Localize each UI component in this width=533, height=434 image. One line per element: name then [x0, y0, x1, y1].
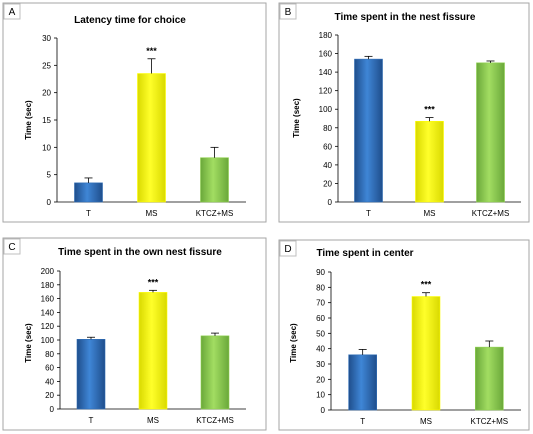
panel-d-bar-t [348, 354, 377, 411]
panel-b-title: Time spent in the nest fissure [335, 12, 476, 23]
panel-b: B Time spent in the nest fissure Time (s… [278, 2, 530, 223]
panel-b-ylabel: Time (sec) [292, 98, 301, 138]
panel-b-bar-ms [415, 120, 444, 203]
panel-b-plot: 0 20 40 60 80 100 120 140 160 180 T *** MS KTCZ+MS [319, 31, 521, 218]
panel-c-label-box [3, 238, 21, 255]
panel-d-y-tick-label: 90 [316, 268, 325, 277]
panel-d-y-tick-label: 10 [316, 391, 325, 400]
panel-d-y-tick-label: 0 [321, 406, 326, 415]
panel-d-plot: 0 10 20 30 40 50 60 70 80 90 T *** MS KTCZ+MS [316, 268, 521, 426]
panel-a-y-tick-label: 20 [42, 89, 51, 98]
panel-d-label: D [284, 244, 291, 255]
panel-a-y-tick-label: 25 [42, 61, 51, 70]
panel-c-ylabel: Time (sec) [24, 323, 33, 363]
panel-c-title: Time spent in the own nest fissure [58, 247, 222, 258]
panel-c-category-label: KTCZ+MS [196, 416, 234, 425]
panel-a-significance-label: *** [146, 46, 157, 56]
panel-a-category-label: MS [146, 209, 158, 218]
panel-a-ylabel: Time (sec) [24, 100, 33, 140]
panel-c-y-tick-label: 200 [41, 267, 55, 276]
panel-a-plot: 0 5 10 15 20 25 30 T *** MS KTCZ+MS [42, 34, 246, 218]
panel-c-significance-label: *** [148, 277, 159, 287]
panel-b-y-tick-label: 140 [319, 68, 333, 77]
panel-c-bar-t [76, 339, 106, 410]
panel-d-y-tick-label: 30 [316, 360, 325, 369]
panel-c-bar-ms [138, 292, 168, 410]
panel-a-bar-ms [137, 73, 166, 203]
panel-b-label: B [285, 7, 292, 18]
panel-d-label-box [279, 240, 297, 257]
panel-b-y-tick-label: 60 [323, 142, 332, 151]
panel-c-y-tick-label: 160 [41, 295, 55, 304]
panel-a-y-tick-label: 5 [47, 171, 52, 180]
panel-d-category-label: KTCZ+MS [471, 417, 509, 426]
panel-a-y-tick-label: 10 [42, 143, 51, 152]
panel-b-bar-ktcz-ms [476, 62, 505, 203]
panel-d-y-tick-label: 20 [316, 375, 325, 384]
panel-b-bar-t [354, 58, 383, 203]
panel-d: D Time spent in center Time (sec) 0 10 20 3… [278, 239, 530, 431]
panel-c-y-tick-label: 120 [41, 322, 55, 331]
panel-a-bar-ktcz-ms [200, 157, 229, 203]
panel-a: A Latency time for choice Time (sec) 0 5 1… [2, 2, 267, 223]
panel-a-label: A [9, 7, 16, 18]
panel-a-category-label: KTCZ+MS [196, 209, 234, 218]
panel-b-y-tick-label: 100 [319, 105, 333, 114]
panel-d-y-tick-label: 50 [316, 329, 325, 338]
panel-d-y-tick-label: 40 [316, 345, 325, 354]
panel-a-category-label: T [86, 209, 91, 218]
panel-c-bar-ktcz-ms [200, 335, 230, 410]
panel-b-y-tick-label: 40 [323, 161, 332, 170]
panel-a-y-tick-label: 15 [42, 116, 51, 125]
panel-c-y-tick-label: 100 [41, 336, 55, 345]
panel-a-bar-t [74, 182, 103, 203]
panel-d-y-tick-label: 80 [316, 283, 325, 292]
panel-d-y-tick-label: 70 [316, 299, 325, 308]
panel-c-y-tick-label: 80 [45, 350, 54, 359]
panel-d-ylabel: Time (sec) [289, 323, 298, 363]
panel-d-bar-ms [411, 296, 441, 411]
panel-c-y-tick-label: 40 [45, 377, 54, 386]
panel-b-significance-label: *** [424, 105, 435, 115]
panel-c-category-label: MS [147, 416, 159, 425]
panel-a-title: Latency time for choice [74, 15, 186, 26]
panel-d-bar-ktcz-ms [475, 346, 504, 411]
panel-c-y-tick-label: 0 [50, 405, 55, 414]
panel-b-y-tick-label: 160 [319, 50, 333, 59]
panel-c-category-label: T [89, 416, 94, 425]
panel-b-y-tick-label: 20 [323, 179, 332, 188]
panel-c-label: C [8, 242, 15, 253]
panel-c: C Time spent in the own nest fissure Tim… [2, 237, 267, 431]
panel-d-category-label: T [360, 417, 365, 426]
panel-b-y-tick-label: 0 [328, 198, 333, 207]
panel-c-y-tick-label: 180 [41, 281, 55, 290]
panel-c-plot: 0 20 40 60 80 100 120 140 160 180 200 T *** MS KTCZ+MS [41, 267, 246, 425]
panel-b-category-label: T [366, 209, 371, 218]
panel-d-title: Time spent in center [316, 248, 413, 259]
panel-b-y-tick-label: 120 [319, 87, 333, 96]
panel-c-y-tick-label: 20 [45, 391, 54, 400]
panel-a-y-tick-label: 0 [47, 198, 52, 207]
panel-d-y-tick-label: 60 [316, 314, 325, 323]
panel-b-y-tick-label: 80 [323, 124, 332, 133]
panel-b-y-tick-label: 180 [319, 31, 333, 40]
panel-d-category-label: MS [420, 417, 432, 426]
panel-c-y-tick-label: 140 [41, 308, 55, 317]
panel-c-y-tick-label: 60 [45, 364, 54, 373]
panel-d-significance-label: *** [421, 280, 432, 290]
panel-b-label-box [279, 3, 297, 20]
panel-a-label-box [3, 3, 21, 20]
panel-b-category-label: KTCZ+MS [472, 209, 510, 218]
panel-b-category-label: MS [424, 209, 436, 218]
panel-a-y-tick-label: 30 [42, 34, 51, 43]
